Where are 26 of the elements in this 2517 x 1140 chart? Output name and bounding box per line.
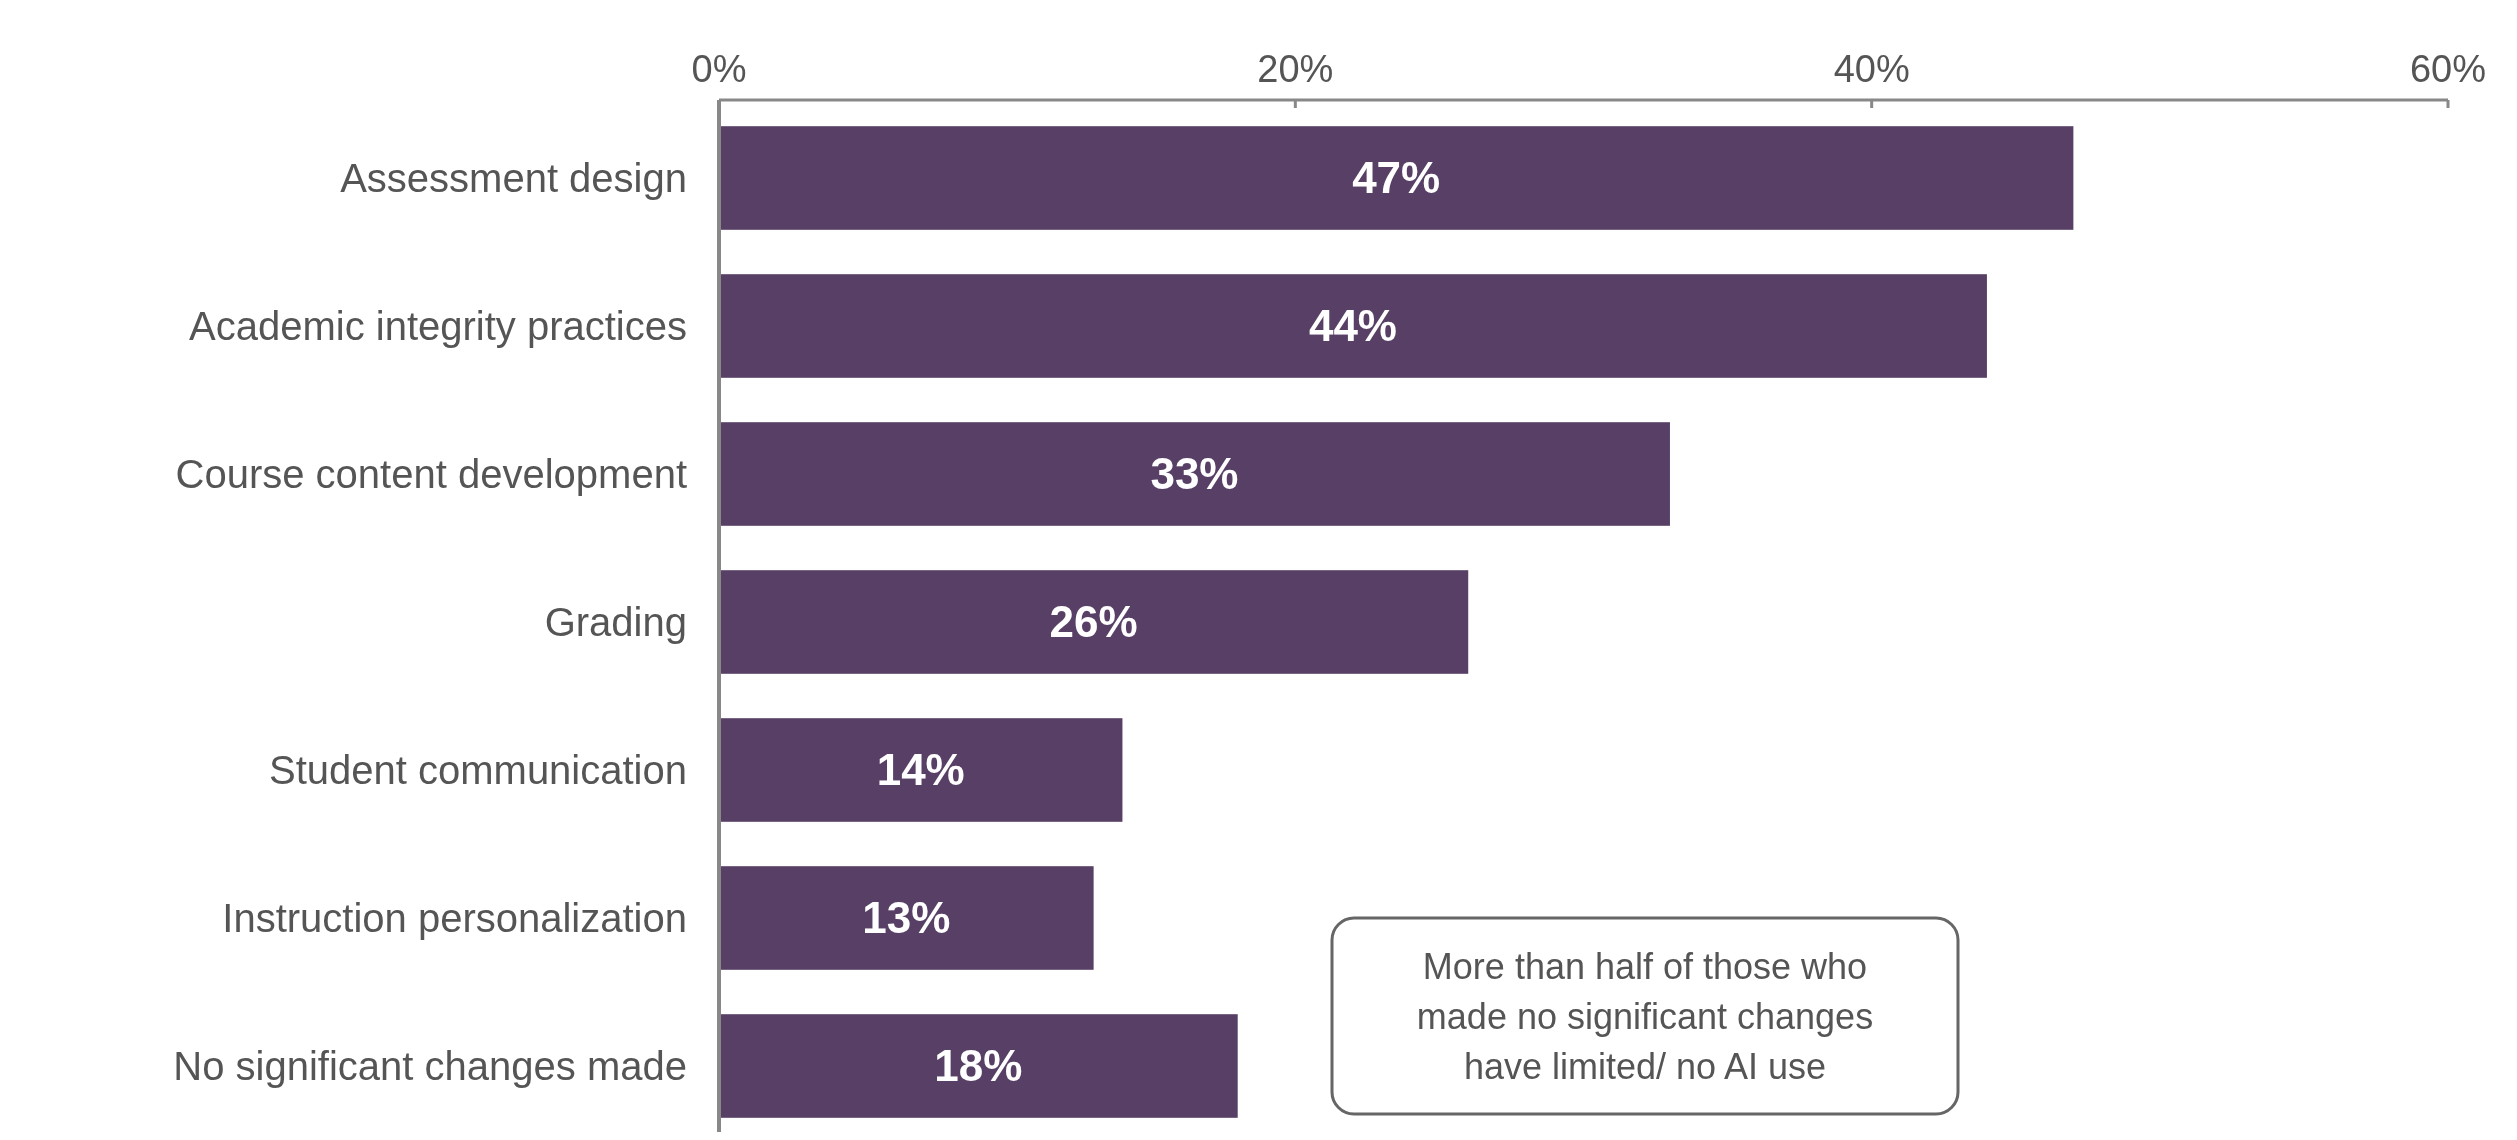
bar xyxy=(719,718,1123,822)
bar xyxy=(719,866,1094,970)
bar xyxy=(719,126,2074,230)
y-tick-label: No significant changes made xyxy=(173,1044,687,1088)
data-label: 14% xyxy=(876,745,965,795)
data-label: 47% xyxy=(1352,153,1441,203)
data-label: 18% xyxy=(934,1041,1023,1091)
annotation: More than half of those who made no significant changes have limited/ no AI use xyxy=(1416,945,1874,1087)
y-tick-label: Academic integrity practices xyxy=(189,304,687,348)
bar xyxy=(719,274,1987,378)
data-label: 44% xyxy=(1308,301,1398,351)
x-tick-label: 0% xyxy=(691,48,747,90)
y-tick-label: Instruction personalization xyxy=(222,896,687,940)
x-tick-label: 20% xyxy=(1257,48,1334,90)
y-tick-label: Course content development xyxy=(175,452,687,496)
y-tick-label: Assessment design xyxy=(340,156,687,200)
data-label: 13% xyxy=(862,893,951,943)
y-tick-label: Grading xyxy=(544,600,687,644)
data-label: 26% xyxy=(1049,597,1138,647)
x-tick-label: 60% xyxy=(2409,48,2487,90)
x-tick-label: 40% xyxy=(1833,48,1910,90)
data-label: 33% xyxy=(1150,449,1239,499)
y-tick-label: Student communication xyxy=(268,748,687,792)
bar xyxy=(719,1014,1238,1118)
bar xyxy=(719,570,1469,674)
bar xyxy=(719,422,1670,526)
